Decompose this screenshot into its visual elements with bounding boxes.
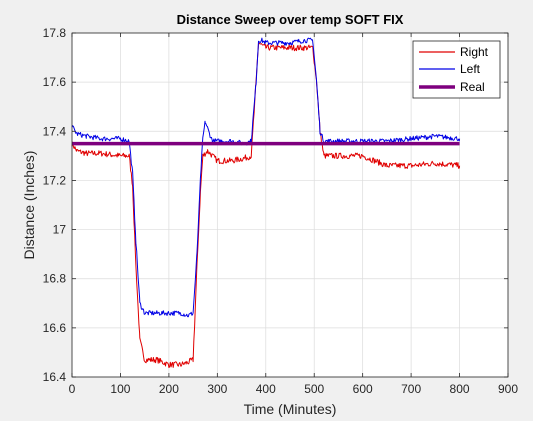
x-tick-label: 200	[159, 382, 179, 396]
series-line-right	[71, 42, 461, 368]
y-tick-label: 17.8	[43, 26, 67, 40]
x-tick-label: 500	[304, 382, 324, 396]
y-tick-label: 17.6	[43, 75, 67, 89]
x-axis-label: Time (Minutes)	[244, 401, 337, 417]
y-tick-label: 17	[53, 223, 67, 237]
y-tick-label: 16.6	[43, 321, 67, 335]
legend-label-left: Left	[460, 62, 481, 76]
x-tick-label: 400	[256, 382, 276, 396]
y-tick-label: 17.2	[43, 173, 67, 187]
x-tick-label: 600	[353, 382, 373, 396]
x-tick-label: 0	[69, 382, 76, 396]
series-line-left	[71, 37, 461, 318]
x-tick-label: 800	[450, 382, 470, 396]
x-tick-label: 300	[207, 382, 227, 396]
plot-frame	[71, 32, 509, 378]
y-tick-label: 16.4	[43, 370, 67, 384]
x-tick-label: 700	[401, 382, 421, 396]
x-tick-label: 900	[498, 382, 518, 396]
y-tick-label: 16.8	[43, 272, 67, 286]
x-tick-label: 100	[110, 382, 130, 396]
chart-title: Distance Sweep over temp SOFT FIX	[177, 12, 404, 27]
legend-label-real: Real	[460, 80, 485, 94]
y-axis-label: Distance (Inches)	[21, 151, 37, 260]
axis-ticks: 0 100 200 300 400 500 600 700 800 900 16.4 16.6 16.8…	[43, 26, 519, 396]
series-layer	[71, 37, 461, 368]
legend-label-right: Right	[460, 45, 489, 59]
legend: Right Left Real	[412, 40, 501, 99]
y-tick-label: 17.4	[43, 124, 67, 138]
